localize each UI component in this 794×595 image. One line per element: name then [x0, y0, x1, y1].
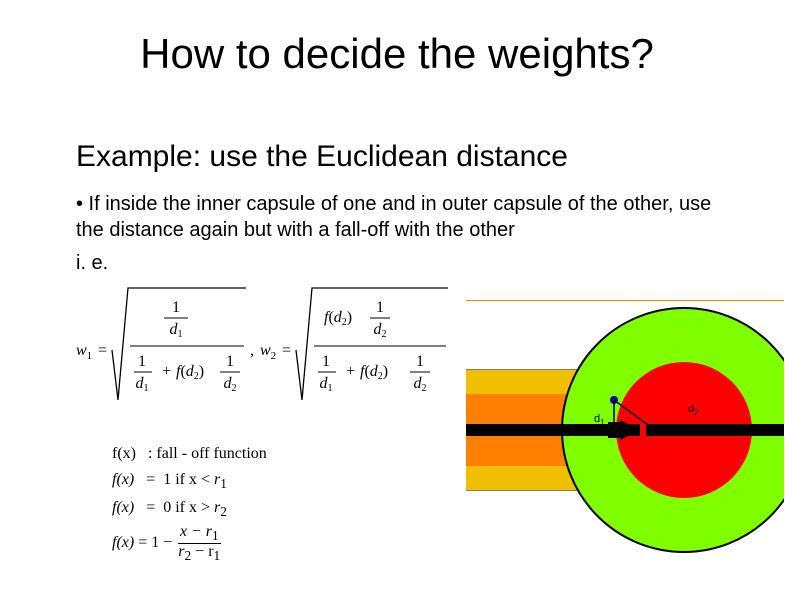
svg-text:d1: d1 [136, 375, 149, 394]
w1-sym: w [76, 342, 87, 359]
falloff-definition: f(x) : fall - off function f(x) = 1 if x… [112, 442, 267, 564]
svg-text:f(d2): f(d2) [360, 363, 388, 382]
falloff-line-4: f(x) = 1 − x − r1 r2 − r1 [112, 524, 267, 562]
w1-sub: 1 [87, 350, 93, 362]
w2-sub: 2 [271, 350, 277, 362]
r1asub: 1 [220, 476, 227, 491]
svg-text:w2: w2 [260, 342, 276, 362]
svg-text:d2: d2 [374, 321, 387, 340]
svg-text:d2: d2 [224, 375, 237, 394]
falloff-line-3: f(x) = 0 if x > r2 [112, 496, 267, 522]
capsule-diagram: d1 d2 [466, 300, 784, 586]
svg-text:d2: d2 [414, 375, 427, 394]
fx2cond: 1 if x < [163, 471, 210, 488]
ie-text: i. e. [76, 252, 108, 275]
fx2: f(x) [112, 471, 134, 488]
slide-title: How to decide the weights? [0, 30, 794, 78]
bullet-text: • If inside the inner capsule of one and… [76, 192, 734, 243]
fx3: f(x) [112, 499, 134, 516]
num1-dsub: 1 [178, 329, 183, 340]
den1b-one: 1 [226, 353, 234, 370]
den2a-one: 1 [322, 353, 330, 370]
fx1: f(x) [112, 445, 136, 462]
l4numsub: 1 [212, 529, 219, 544]
slide-subtitle: Example: use the Euclidean distance [76, 140, 568, 174]
fx4c: 1 − [151, 531, 172, 555]
fx1desc: : fall - off function [148, 445, 267, 462]
eq3a: = [146, 499, 155, 516]
eq2: = [282, 342, 291, 359]
den1a-dsub: 1 [144, 383, 149, 394]
weight-formulas: w1 = 1 d1 1 d1 + f(d2) 1 d2 [76, 280, 451, 420]
eq2a: = [146, 471, 155, 488]
orange-band [466, 300, 784, 301]
svg-text:d1: d1 [170, 321, 183, 340]
num2-one: 1 [376, 299, 384, 316]
svg-text:+: + [162, 363, 171, 380]
svg-text:w1: w1 [76, 342, 92, 362]
comma: , [250, 342, 254, 359]
fx4: f(x) [112, 531, 134, 555]
den2b-dsub: 2 [422, 383, 427, 394]
r2asub: 2 [220, 504, 227, 519]
den1b-dsub: 2 [232, 383, 237, 394]
den2a-dsub: 1 [328, 383, 333, 394]
falloff-line-2: f(x) = 1 if x < r1 [112, 468, 267, 494]
slide: How to decide the weights? Example: use … [0, 0, 794, 595]
falloff-line-1: f(x) : fall - off function [112, 442, 267, 466]
svg-text:d1: d1 [320, 375, 333, 394]
den2b-one: 1 [416, 353, 424, 370]
eq4a: = [138, 531, 147, 555]
num2-dsub: 2 [382, 329, 387, 340]
l4num: x − r [180, 523, 212, 540]
svg-text:f(d2): f(d2) [176, 363, 204, 382]
fx3cond: 0 if x > [163, 499, 210, 516]
w2-sym: w [260, 342, 271, 359]
bone-gap [640, 424, 646, 436]
den1a-one: 1 [138, 353, 146, 370]
num1-one: 1 [172, 299, 180, 316]
svg-text:f(d2): f(d2) [324, 309, 352, 328]
svg-text:+: + [346, 363, 355, 380]
eq1: = [98, 342, 107, 359]
l4denMid: − r [191, 543, 213, 560]
l4denBsub: 1 [214, 548, 221, 563]
